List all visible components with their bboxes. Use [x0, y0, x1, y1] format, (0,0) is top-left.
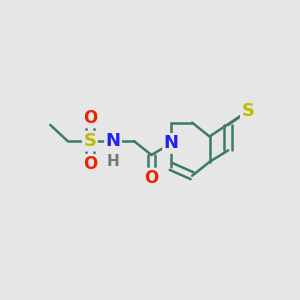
Text: N: N: [106, 132, 121, 150]
Text: O: O: [144, 169, 159, 187]
Text: S: S: [242, 102, 254, 120]
Text: O: O: [83, 155, 97, 173]
Text: N: N: [164, 134, 179, 152]
Text: H: H: [107, 154, 119, 169]
Text: O: O: [83, 109, 97, 127]
Text: S: S: [83, 132, 96, 150]
